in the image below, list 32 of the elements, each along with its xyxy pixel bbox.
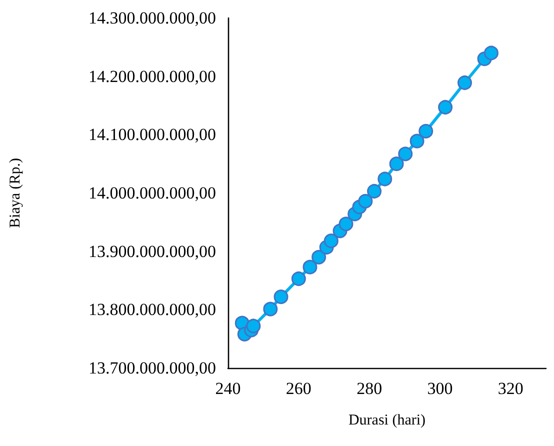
x-tick-label: 260 bbox=[286, 379, 312, 398]
point bbox=[457, 76, 472, 90]
point bbox=[312, 250, 326, 264]
y-tick-label: 13.900.000.000,00 bbox=[88, 242, 216, 261]
point bbox=[274, 290, 288, 304]
y-axis-title: Biaya (Rp.) bbox=[8, 158, 24, 228]
point bbox=[418, 124, 434, 138]
point bbox=[302, 260, 318, 274]
point bbox=[263, 302, 278, 316]
x-axis-title: Durasi (hari) bbox=[348, 412, 426, 428]
y-tick-label: 13.700.000.000,00 bbox=[88, 358, 216, 378]
y-tick-label: 14.200.000.000,00 bbox=[88, 66, 216, 86]
x-tick-label: 300 bbox=[427, 379, 453, 398]
point bbox=[389, 156, 404, 172]
point bbox=[367, 184, 382, 198]
point bbox=[398, 146, 413, 162]
y-tick-label: 14.100.000.000,00 bbox=[88, 125, 216, 144]
point bbox=[484, 46, 498, 60]
point bbox=[410, 134, 424, 148]
point bbox=[324, 234, 338, 248]
y-tick-label: 14.000.000.000,00 bbox=[88, 184, 216, 202]
point bbox=[358, 194, 373, 208]
point bbox=[338, 216, 354, 232]
y-tick-label: 14.300.000.000,00 bbox=[88, 8, 216, 28]
point bbox=[291, 272, 306, 286]
point bbox=[246, 318, 261, 334]
x-tick-label: 240 bbox=[215, 379, 241, 398]
point bbox=[438, 100, 453, 114]
x-tick-label: 320 bbox=[498, 379, 524, 398]
point bbox=[378, 172, 392, 186]
y-tick-label: 13.800.000.000,00 bbox=[88, 300, 216, 320]
x-tick-label: 280 bbox=[356, 379, 382, 398]
